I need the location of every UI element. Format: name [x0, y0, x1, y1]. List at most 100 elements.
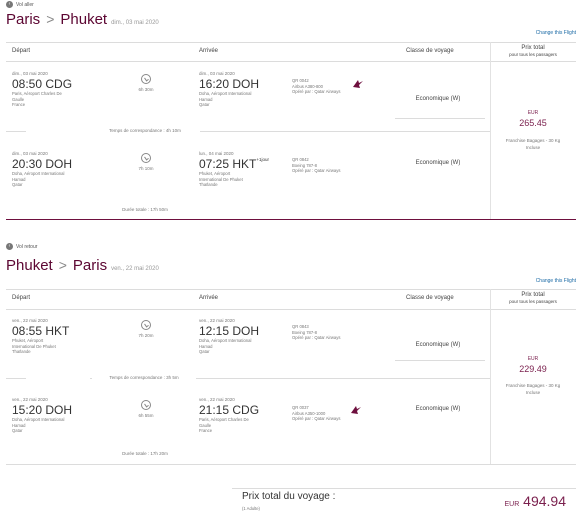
inbound-price-value: 229.49 [519, 364, 547, 374]
outbound-origin: Paris [6, 11, 41, 28]
inbound-header-prix-sub: pour tous les passagers [509, 299, 557, 304]
outbound-header-classe: Classe de voyage [406, 48, 454, 54]
outbound-date: dim., 03 mai 2020 [111, 20, 159, 26]
dep-date: ven., 22 mai 2020 [12, 397, 48, 402]
inbound-direction-label: ‹ Vol retour [6, 243, 37, 250]
dep-place: Qatar [12, 182, 23, 187]
divider [6, 289, 576, 290]
outbound-direction-label: ‹ Vol aller [6, 1, 34, 8]
outbound-header-prix: Prix total [521, 45, 545, 51]
connection-divider [90, 131, 490, 132]
flight-number: QR 0037 [292, 405, 309, 410]
classe-divider [395, 118, 485, 119]
outbound-change-flight-link[interactable]: Change this Flight [535, 30, 576, 36]
dep-place: France [12, 102, 26, 107]
inbound-seg2-arrival: ven., 22 mai 2020 21:15 CDG Paris, Aérop… [199, 397, 289, 434]
inbound-route-title: Phuket > Paris ven., 22 mai 2020 [6, 257, 159, 274]
inbound-header-prix: Prix total [521, 292, 545, 298]
outbound-connection-time: Temps de correspondance : 4h 10m [90, 128, 200, 133]
operator: Opéré par : Qatar Airways [292, 168, 341, 173]
passenger-count: (1 Adulte) [242, 506, 260, 511]
outbound-seg1-departure: dim., 03 mai 2020 08:50 CDG Paris, Aérop… [12, 71, 102, 108]
inbound-seg1-classe: Economique (W) [415, 342, 461, 348]
outbound-seg1-duration: 6h 30m [132, 74, 160, 92]
dep-time: 08:55 HKT [12, 324, 70, 338]
outbound-seg2-arrival: lun., 04 mai 2020 07:25 HKT+1jour Phuket… [199, 151, 294, 188]
connection-divider [90, 378, 490, 379]
aircraft: Airbus A350-1000 [292, 410, 326, 416]
clock-icon [141, 400, 151, 410]
summary-divider [232, 488, 576, 489]
dep-date: dim., 03 mai 2020 [12, 151, 48, 156]
price-column-divider [490, 289, 491, 464]
arr-place: International De Phuket [199, 176, 243, 182]
chevron-left-icon: ‹ [6, 1, 13, 8]
classe-divider [395, 360, 485, 361]
outbound-seg1-flight-info: QR 0042 Airbus A380-800 Opéré par : Qata… [292, 78, 372, 95]
dep-time: 20:30 DOH [12, 157, 73, 171]
divider [6, 61, 576, 62]
arr-place: Doha, Aéroport International [199, 338, 252, 343]
inbound-seg2-flight-info: QR 0037 Airbus A350-1000 Opéré par : Qat… [292, 405, 372, 422]
inbound-seg1-arrival: ven., 22 mai 2020 12:15 DOH Doha, Aéropo… [199, 318, 289, 355]
section-divider [6, 464, 576, 465]
divider [6, 42, 576, 43]
arr-place: Qatar [199, 349, 210, 354]
divider [6, 309, 576, 310]
arr-place: Paris, Aéroport Charles De [199, 417, 249, 422]
arr-place: Doha, Aéroport International [199, 91, 252, 96]
inbound-direction-text: Vol retour [16, 243, 38, 250]
outbound-baggage-sub: Incluse [525, 145, 541, 150]
dep-time: 15:20 DOH [12, 403, 73, 417]
connection-divider [6, 378, 26, 379]
dep-place: International De Phuket [12, 343, 56, 349]
clock-icon [141, 153, 151, 163]
inbound-baggage-sub: Incluse [525, 390, 541, 395]
operator: Opéré par : Qatar Airways [292, 89, 341, 94]
inbound-seg1-departure: ven., 22 mai 2020 08:55 HKT Phuket, Aéro… [12, 318, 102, 355]
arr-time: 16:20 DOH [199, 77, 260, 91]
flight-number: QR 0843 [292, 324, 309, 329]
arr-place: Qatar [199, 102, 210, 107]
connection-divider [6, 131, 26, 132]
outbound-baggage: Franchise Bagages - 30 Kg [505, 138, 561, 143]
flight-number: QR 0042 [292, 78, 309, 83]
inbound-date: ven., 22 mai 2020 [111, 266, 159, 272]
dep-place: Gaulle [12, 96, 25, 102]
chevron-left-icon: ‹ [6, 243, 13, 250]
operator: Opéré par : Qatar Airways [292, 335, 341, 340]
operator: Opéré par : Qatar Airways [292, 416, 341, 421]
outbound-price-value: 265.45 [519, 118, 547, 128]
dep-place: Paris, Aéroport Charles De [12, 91, 62, 96]
arr-place: Hamad [199, 96, 213, 102]
dep-place: Phuket, Aéroport [12, 338, 44, 343]
outbound-seg1-arrival: dim., 03 mai 2020 16:20 DOH Doha, Aéropo… [199, 71, 289, 108]
inbound-origin: Phuket [6, 257, 53, 274]
inbound-total-duration: Durée totale : 17h 20m [122, 451, 168, 456]
arr-time: 21:15 CDG [199, 403, 260, 417]
price-column-divider [490, 42, 491, 220]
inbound-header-arrivee: Arrivée [199, 295, 219, 301]
arr-time: 12:15 DOH [199, 324, 260, 338]
total-price-currency: EUR [504, 501, 520, 508]
dep-date: ven., 22 mai 2020 [12, 318, 48, 323]
outbound-seg2-flight-info: QR 0842 Boeing 787-8 Opéré par : Qatar A… [292, 157, 372, 174]
arr-date: dim., 03 mai 2020 [199, 71, 235, 76]
outbound-header-arrivee: Arrivée [199, 48, 219, 54]
total-price-value: 494.94 [523, 493, 566, 509]
aircraft: Boeing 787-8 [292, 162, 317, 168]
arr-place: France [199, 428, 213, 433]
qatar-airways-logo-icon [353, 80, 363, 88]
dep-date: dim., 03 mai 2020 [12, 71, 48, 76]
route-separator-icon: > [58, 257, 67, 273]
inbound-seg1-duration: 7h 20m [132, 320, 160, 338]
arr-place: Thaïlande [199, 182, 218, 187]
inbound-baggage: Franchise Bagages - 30 Kg [505, 383, 561, 388]
arr-date: lun., 04 mai 2020 [199, 151, 234, 156]
inbound-seg2-duration: 6h 55m [132, 400, 160, 418]
dep-time: 08:50 CDG [12, 77, 73, 91]
total-price: EUR 494.94 [470, 493, 567, 509]
inbound-seg1-flight-info: QR 0843 Boeing 787-8 Opéré par : Qatar A… [292, 324, 372, 341]
inbound-change-flight-link[interactable]: Change this Flight [535, 278, 576, 284]
inbound-price-currency: EUR [527, 356, 539, 362]
